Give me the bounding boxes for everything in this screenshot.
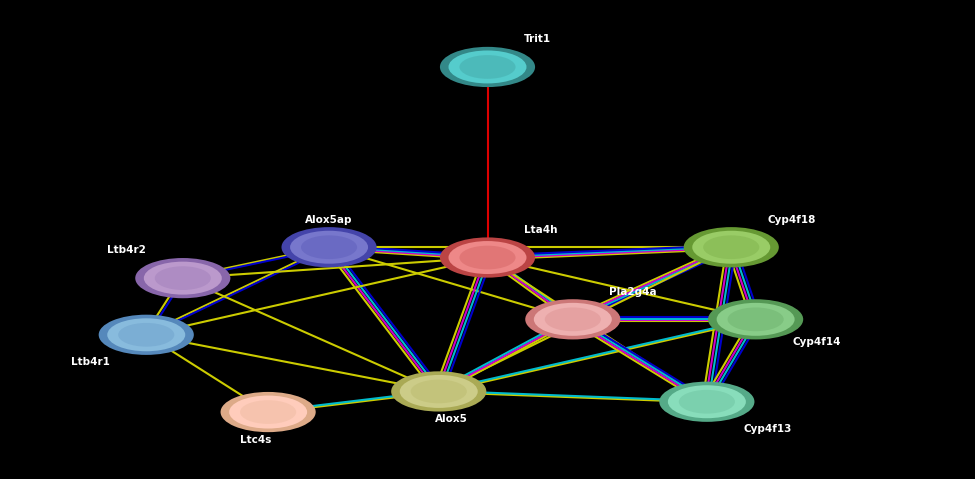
Circle shape [459, 246, 516, 269]
Text: Lta4h: Lta4h [525, 225, 558, 235]
Text: Cyp4f18: Cyp4f18 [768, 215, 816, 225]
Circle shape [526, 299, 620, 340]
Circle shape [391, 371, 487, 411]
Circle shape [291, 231, 369, 264]
Text: Cyp4f14: Cyp4f14 [792, 337, 840, 347]
Circle shape [668, 385, 746, 418]
Circle shape [717, 303, 795, 336]
Circle shape [448, 241, 526, 274]
Circle shape [240, 400, 296, 424]
Circle shape [301, 235, 357, 259]
Text: Alox5: Alox5 [435, 414, 467, 424]
Circle shape [448, 50, 526, 83]
Circle shape [692, 231, 770, 264]
Text: Trit1: Trit1 [525, 34, 551, 44]
Circle shape [107, 319, 185, 351]
Circle shape [727, 308, 784, 331]
Circle shape [282, 227, 376, 267]
Circle shape [440, 238, 535, 278]
Circle shape [400, 375, 478, 408]
Circle shape [703, 235, 760, 259]
Text: Ltb4r1: Ltb4r1 [71, 357, 109, 367]
Circle shape [440, 47, 535, 87]
Text: Cyp4f13: Cyp4f13 [744, 424, 792, 434]
Text: Ltc4s: Ltc4s [240, 435, 272, 445]
Circle shape [545, 308, 601, 331]
Text: Pla2g4a: Pla2g4a [609, 286, 657, 297]
Circle shape [683, 227, 779, 267]
Circle shape [118, 323, 175, 347]
Circle shape [533, 303, 611, 336]
Text: Alox5ap: Alox5ap [305, 215, 353, 225]
Circle shape [144, 262, 222, 295]
Circle shape [155, 266, 211, 290]
Circle shape [410, 379, 467, 403]
Text: Ltb4r2: Ltb4r2 [107, 245, 146, 255]
Circle shape [708, 299, 803, 340]
Circle shape [679, 390, 735, 413]
Circle shape [98, 315, 194, 355]
Circle shape [220, 392, 316, 432]
Circle shape [229, 396, 307, 429]
Circle shape [659, 382, 755, 422]
Circle shape [136, 258, 230, 298]
Circle shape [459, 55, 516, 79]
